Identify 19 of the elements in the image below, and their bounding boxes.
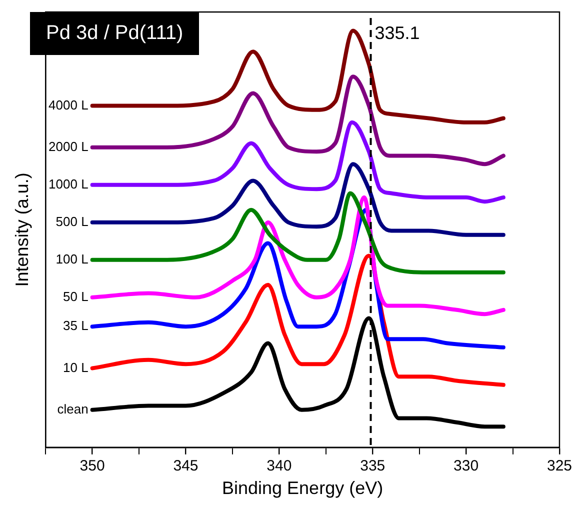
- series-label: clean: [57, 401, 88, 416]
- series-label: 100 L: [56, 251, 88, 266]
- series-label: 50 L: [63, 288, 88, 304]
- series-label: 4000 L: [48, 97, 88, 112]
- series-label: 35 L: [63, 318, 88, 334]
- x-tick-label: 325: [546, 458, 572, 475]
- series-label: 2000 L: [48, 138, 88, 154]
- x-tick-label: 350: [80, 458, 105, 475]
- x-tick-label: 340: [266, 458, 292, 475]
- x-tick-label: 335: [360, 458, 386, 475]
- x-tick-label: 345: [173, 458, 198, 475]
- ref-line-label: 335.1: [374, 22, 420, 43]
- series-label: 500 L: [56, 214, 88, 229]
- x-tick-label: 330: [454, 458, 479, 475]
- series-label: 10 L: [63, 360, 88, 375]
- x-axis-title: Binding Energy (eV): [222, 478, 384, 498]
- y-axis-title: Intensity (a.u.): [12, 172, 32, 287]
- chart-title: Pd 3d / Pd(111): [30, 12, 200, 55]
- series-label: 1000 L: [48, 176, 88, 192]
